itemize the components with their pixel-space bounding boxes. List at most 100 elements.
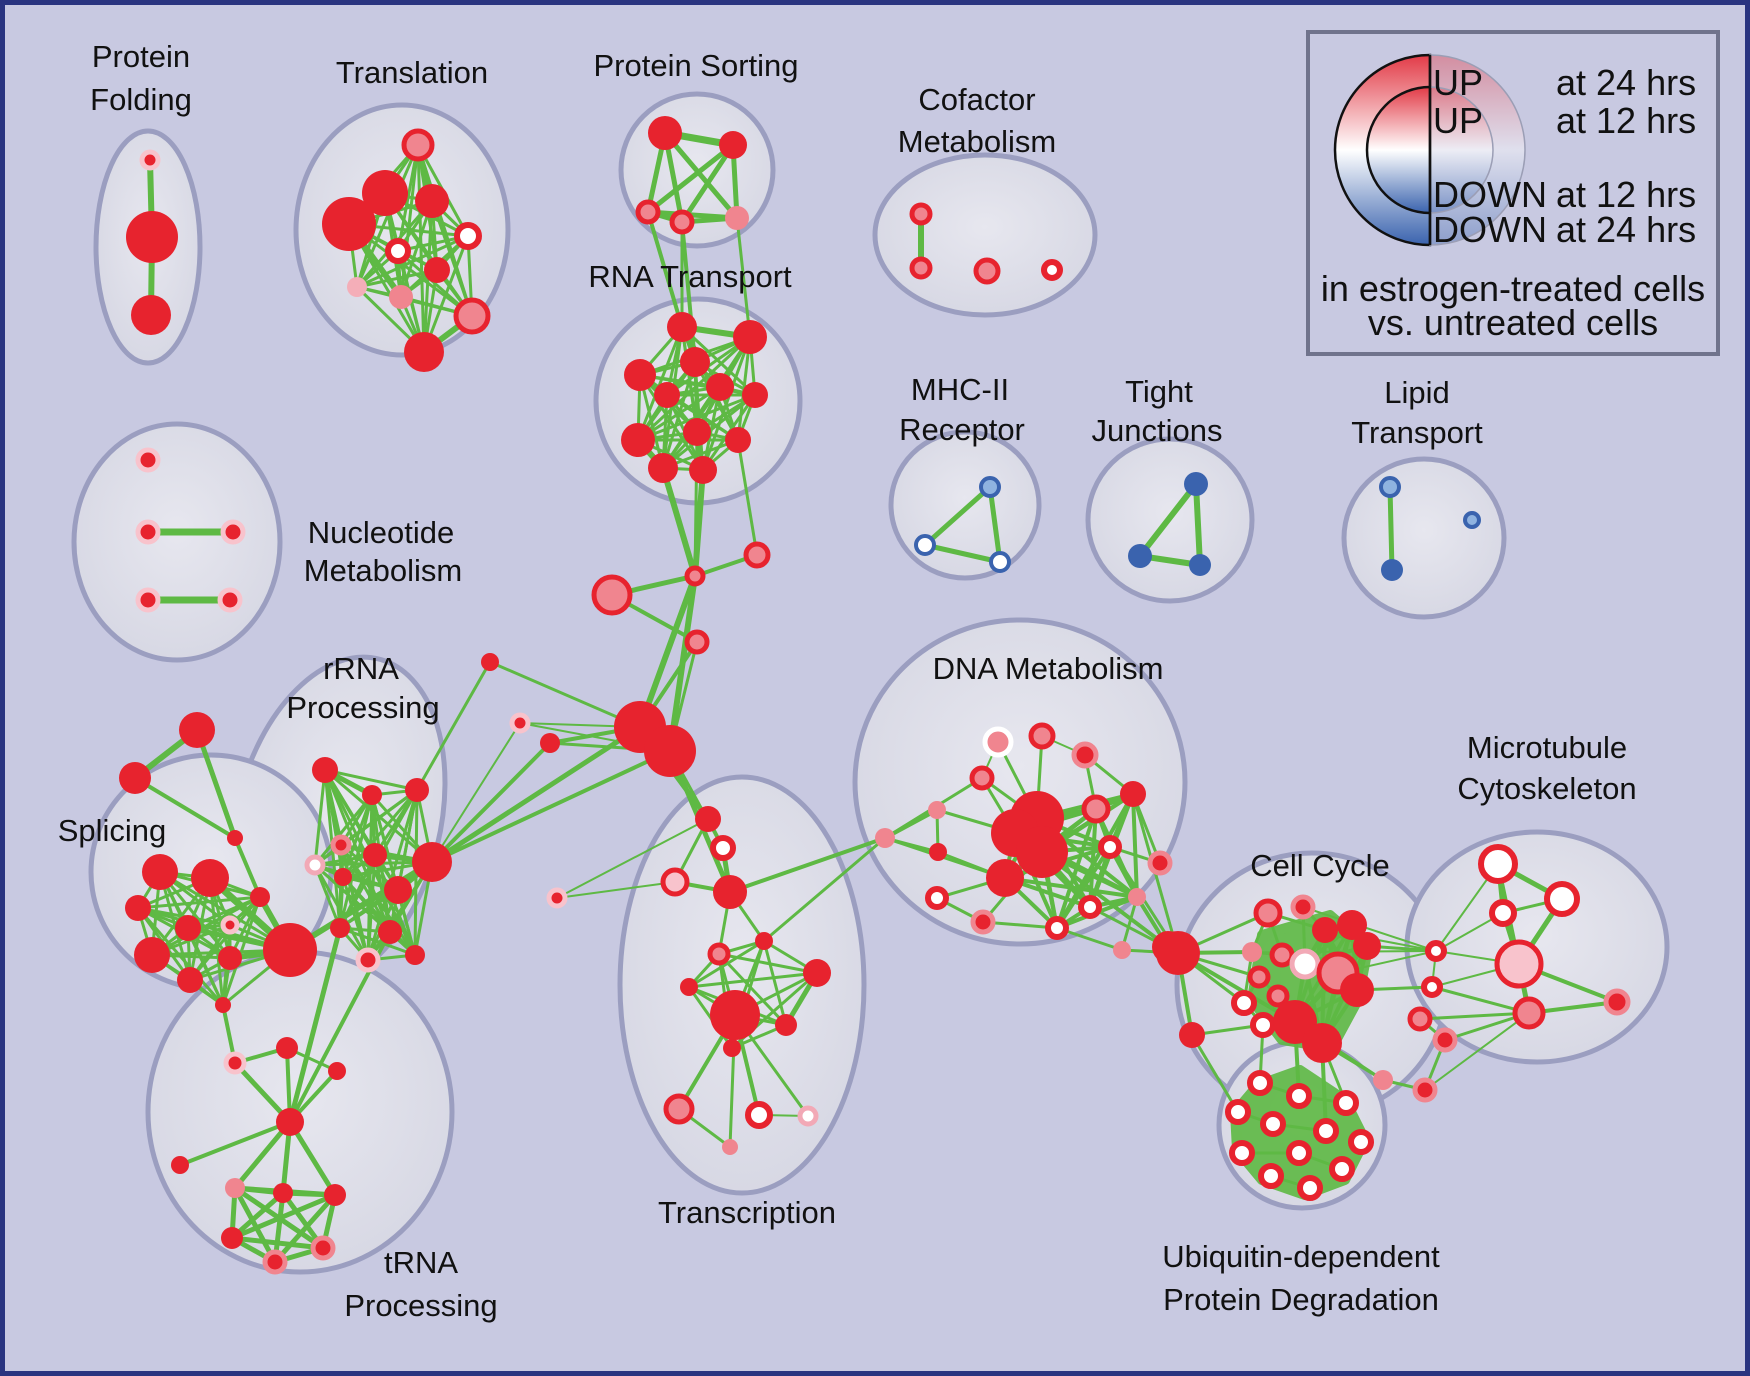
edge — [355, 268, 439, 289]
gene-node — [142, 854, 178, 890]
legend-caption: vs. untreated cells — [1368, 302, 1658, 343]
gene-node — [797, 1105, 819, 1127]
gene-node — [310, 1235, 336, 1261]
edge — [429, 724, 643, 865]
cluster-label-nucleotide-metabolism: Nucleotide — [308, 515, 454, 550]
gene-node — [424, 257, 450, 283]
edge — [1302, 906, 1437, 952]
gene-node — [1189, 554, 1211, 576]
gene-node — [1348, 1129, 1374, 1155]
gene-node — [363, 843, 387, 867]
gene-node — [1081, 794, 1111, 824]
edge — [636, 393, 757, 442]
cluster-label-protein-folding: Folding — [90, 82, 192, 117]
gene-node — [710, 990, 760, 1040]
gene-node — [1156, 931, 1200, 975]
gene-node — [218, 946, 242, 970]
gene-node — [663, 1093, 695, 1125]
gene-node — [139, 149, 161, 171]
gene-node — [654, 382, 680, 408]
gene-node — [1421, 976, 1443, 998]
gene-node — [220, 519, 246, 545]
gene-node — [1463, 511, 1481, 529]
gene-node — [667, 312, 697, 342]
gene-node — [273, 1183, 293, 1203]
gene-node — [725, 206, 749, 230]
legend-circle-half — [1365, 85, 1432, 215]
edge — [1131, 792, 1139, 899]
gene-node — [1407, 1006, 1433, 1032]
edge — [133, 776, 237, 840]
edge — [717, 952, 819, 975]
gene-node — [276, 1037, 298, 1059]
gene-node — [276, 1108, 304, 1136]
gene-node — [415, 184, 449, 218]
gene-node — [134, 937, 170, 973]
gene-node — [405, 945, 425, 965]
gene-node — [660, 867, 690, 897]
gene-node — [405, 778, 429, 802]
gene-node — [312, 757, 338, 783]
gene-node — [1128, 544, 1152, 568]
gene-node — [1269, 942, 1295, 968]
edge — [232, 1185, 278, 1265]
gene-node — [540, 733, 560, 753]
gene-node — [722, 1139, 738, 1155]
gene-node — [384, 876, 412, 904]
legend-time-label: at 12 hrs — [1556, 174, 1696, 215]
gene-node — [1544, 881, 1580, 917]
gene-node — [1312, 917, 1338, 943]
gene-node — [1247, 965, 1271, 989]
gene-node — [1286, 1140, 1312, 1166]
gene-node — [1337, 910, 1367, 940]
gene-node — [982, 726, 1014, 758]
gene-node — [1120, 781, 1146, 807]
legend-circle-half — [1429, 86, 1494, 214]
edge — [1055, 845, 1112, 930]
edge — [194, 727, 238, 841]
gene-node — [347, 277, 367, 297]
cluster-ellipse-nucleotide-metabolism — [71, 421, 283, 663]
gene-node — [1286, 1083, 1312, 1109]
edge — [638, 373, 705, 472]
edge — [415, 660, 492, 792]
gene-node — [330, 918, 350, 938]
gene-node — [1147, 850, 1173, 876]
edge — [431, 722, 521, 863]
gene-node — [635, 199, 661, 225]
legend-time-label: at 24 hrs — [1556, 209, 1696, 250]
edge — [646, 210, 684, 329]
edge — [636, 325, 684, 442]
cluster-label-translation: Translation — [336, 55, 488, 90]
edge — [233, 836, 262, 899]
gene-node — [1340, 973, 1374, 1007]
edge — [229, 1190, 286, 1241]
edge — [728, 836, 887, 894]
edge — [338, 926, 417, 957]
gene-node — [875, 828, 895, 848]
gene-node — [328, 1062, 346, 1080]
cluster-label-cofactor-metabolism: Cofactor — [918, 82, 1035, 117]
gene-node — [1045, 916, 1069, 940]
gene-node — [689, 456, 717, 484]
gene-node — [1379, 476, 1401, 498]
gene-node — [684, 565, 706, 587]
edge — [922, 542, 1003, 565]
legend-direction-label: UP — [1433, 100, 1483, 141]
edge — [680, 325, 757, 397]
gene-node — [725, 427, 751, 453]
edge — [313, 768, 327, 867]
legend-direction-label: DOWN — [1433, 209, 1547, 250]
edge — [1137, 481, 1199, 559]
gene-node — [1289, 948, 1321, 980]
gene-node — [1302, 1023, 1342, 1063]
edge — [488, 660, 642, 729]
cluster-ellipse-transcription — [617, 774, 867, 1196]
edge — [556, 818, 709, 899]
gene-node — [775, 1014, 797, 1036]
gene-node — [135, 519, 161, 545]
gene-node — [1098, 835, 1122, 859]
edge — [1430, 985, 1531, 1015]
legend-caption: in estrogen-treated cells — [1321, 268, 1705, 309]
